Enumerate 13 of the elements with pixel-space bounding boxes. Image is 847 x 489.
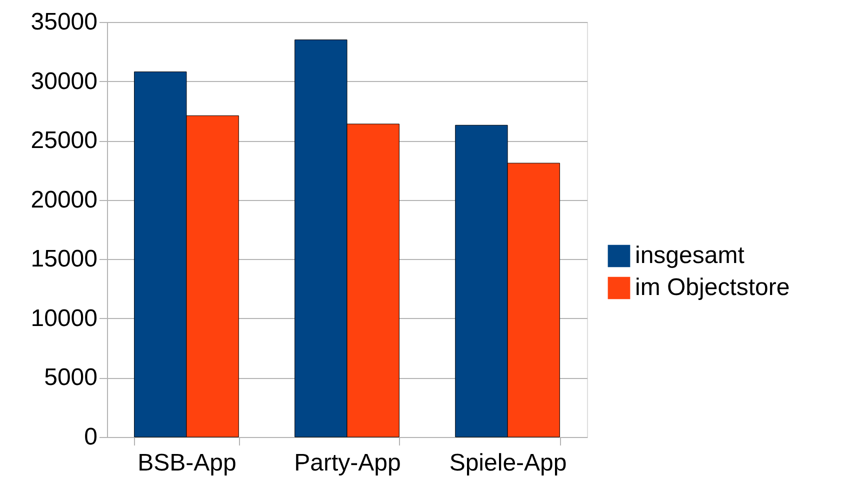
y-tick-label: 35000 [30,8,98,36]
x-tick-label: Party-App [294,450,401,476]
legend-label: im Objectstore [635,274,790,301]
y-tick-label: 30000 [30,68,98,95]
y-tick-label: 25000 [30,127,98,154]
y-tick-label: 0 [84,424,98,450]
legend-label: insgesamt [635,242,745,269]
y-tick-label: 5000 [44,364,98,392]
x-tick-label: BSB-App [138,450,236,476]
y-tick-label: 10000 [30,304,98,332]
x-tick-label: Spiele-App [449,450,567,476]
y-tick-label: 20000 [30,186,98,214]
y-tick-label: 15000 [30,246,98,273]
